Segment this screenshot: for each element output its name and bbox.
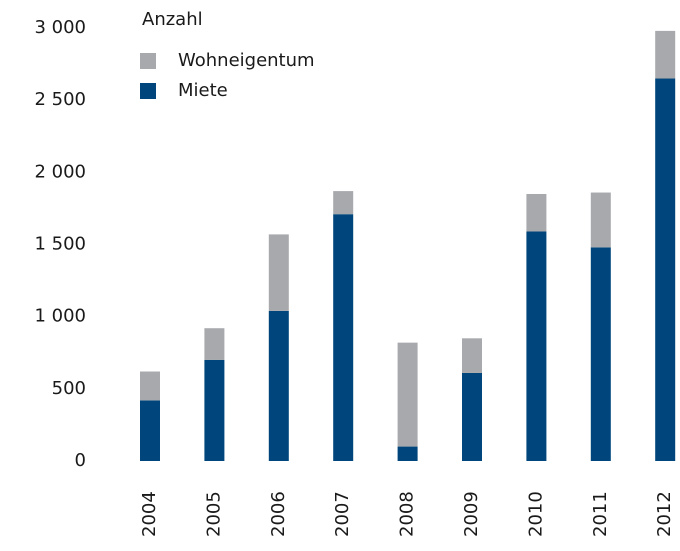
y-tick-label: 1 000 bbox=[34, 306, 86, 327]
x-tick-label: 2004 bbox=[139, 491, 160, 537]
y-tick-label: 0 bbox=[75, 450, 86, 471]
bar bbox=[655, 78, 676, 462]
x-tick-label: 2008 bbox=[397, 491, 418, 537]
bar bbox=[268, 310, 289, 461]
y-tick-label: 1 500 bbox=[34, 234, 86, 255]
x-tick-label: 2011 bbox=[590, 491, 611, 537]
x-tick-label: 2009 bbox=[461, 491, 482, 537]
legend-label: Miete bbox=[178, 80, 228, 101]
legend-title: Anzahl bbox=[142, 9, 203, 30]
bar bbox=[268, 234, 289, 311]
x-tick-label: 2005 bbox=[203, 491, 224, 537]
bar bbox=[140, 400, 160, 461]
y-tick-label: 2 000 bbox=[34, 161, 86, 182]
y-tick-label: 500 bbox=[52, 378, 86, 399]
x-tick-label: 2006 bbox=[268, 491, 289, 537]
bar bbox=[333, 214, 354, 461]
y-tick-label: 2 500 bbox=[34, 89, 86, 110]
x-tick-label: 2010 bbox=[525, 491, 546, 537]
bar bbox=[204, 328, 225, 360]
x-tick-label: 2007 bbox=[332, 491, 353, 537]
bar bbox=[397, 446, 418, 461]
bar bbox=[462, 338, 482, 373]
bar bbox=[526, 231, 547, 461]
bar bbox=[397, 342, 418, 447]
bar bbox=[204, 359, 225, 461]
legend-swatch bbox=[140, 53, 156, 69]
bar bbox=[526, 193, 547, 232]
y-tick-label: 3 000 bbox=[34, 17, 86, 38]
bar bbox=[590, 247, 611, 461]
legend-swatch bbox=[140, 83, 156, 99]
x-tick-label: 2012 bbox=[654, 491, 675, 537]
legend-label: Wohneigentum bbox=[178, 50, 315, 71]
bar bbox=[655, 30, 676, 79]
bar bbox=[590, 192, 611, 248]
bar bbox=[333, 191, 354, 215]
bar bbox=[462, 372, 482, 461]
bar bbox=[140, 371, 160, 401]
